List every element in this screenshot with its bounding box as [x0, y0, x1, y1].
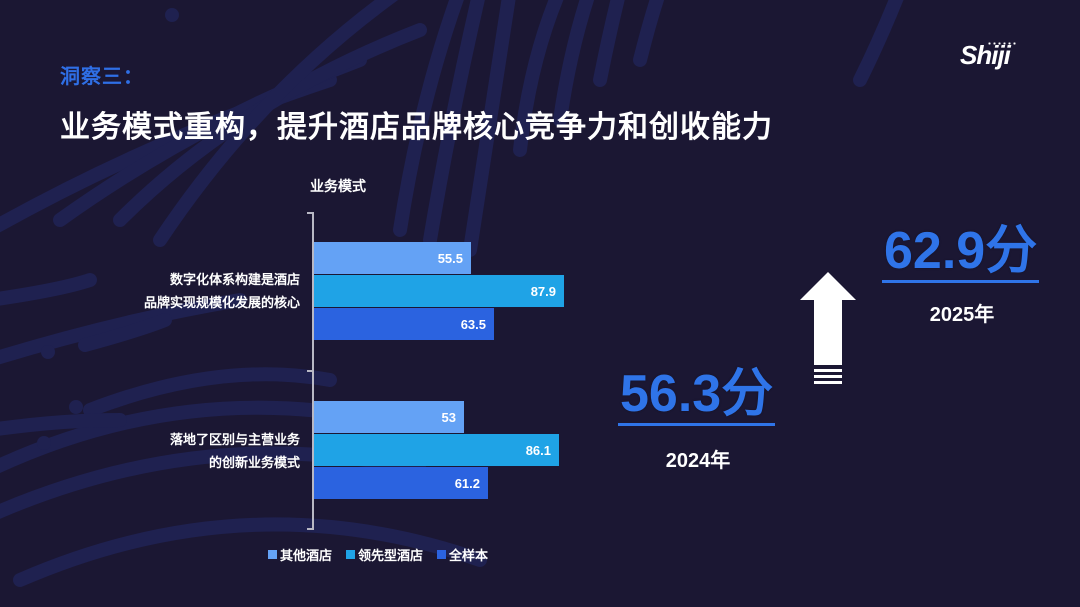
bar-value-label: 87.9	[530, 283, 556, 299]
bar-all-sample-cat2: 61.2	[314, 467, 488, 499]
axis-tick	[307, 370, 313, 372]
bar-leading-hotels-cat1: 87.9	[314, 275, 564, 307]
axis-tick	[307, 528, 313, 530]
legend-item-leading-hotels: 领先型酒店	[346, 545, 423, 564]
axis-tick	[307, 212, 313, 214]
legend-item-all-sample: 全样本	[437, 545, 488, 564]
chart-title: 业务模式	[310, 178, 366, 194]
legend-label: 全样本	[449, 548, 489, 563]
bar-leading-hotels-cat2: 86.1	[314, 434, 559, 466]
legend-label: 其他酒店	[280, 548, 333, 563]
bar-value-label: 55.5	[437, 250, 463, 266]
bar-other-hotels-cat2: 53	[314, 401, 464, 433]
legend-swatch	[346, 550, 356, 559]
category-label-2: 落地了区别与主营业务 的创新业务模式	[20, 428, 300, 474]
y-axis-line	[312, 212, 314, 530]
category-label-line: 落地了区别与主营业务	[169, 432, 300, 447]
page-title: 业务模式重构，提升酒店品牌核心竞争力和创收能力	[60, 111, 773, 144]
insight-label: 洞察三：	[60, 66, 144, 88]
legend-label: 领先型酒店	[358, 548, 424, 563]
legend-swatch	[437, 550, 447, 559]
bar-other-hotels-cat1: 55.5	[314, 242, 471, 274]
year-2024-label: 2024年	[665, 450, 731, 472]
category-label-1: 数字化体系构建是酒店 品牌实现规模化发展的核心	[20, 268, 300, 314]
score-2025: 62.9分	[882, 222, 1040, 283]
bar-value-label: 86.1	[525, 442, 551, 458]
score-2024: 56.3分	[618, 365, 776, 426]
bar-value-label: 61.2	[454, 475, 480, 491]
logo-dots-decoration	[987, 42, 1017, 45]
category-label-line: 数字化体系构建是酒店	[169, 272, 300, 287]
shiji-logo: Shiji	[960, 40, 1011, 70]
category-label-line: 的创新业务模式	[208, 455, 300, 470]
up-arrow-icon	[800, 272, 856, 384]
year-2025-label: 2025年	[929, 304, 995, 326]
bar-value-label: 63.5	[460, 316, 486, 332]
chart-legend: 其他酒店 领先型酒店 全样本	[268, 545, 488, 564]
legend-item-other-hotels: 其他酒店	[268, 545, 332, 564]
bar-value-label: 53	[441, 409, 456, 425]
legend-swatch	[268, 550, 277, 559]
bar-all-sample-cat1: 63.5	[314, 308, 494, 340]
category-label-line: 品牌实现规模化发展的核心	[143, 295, 300, 310]
